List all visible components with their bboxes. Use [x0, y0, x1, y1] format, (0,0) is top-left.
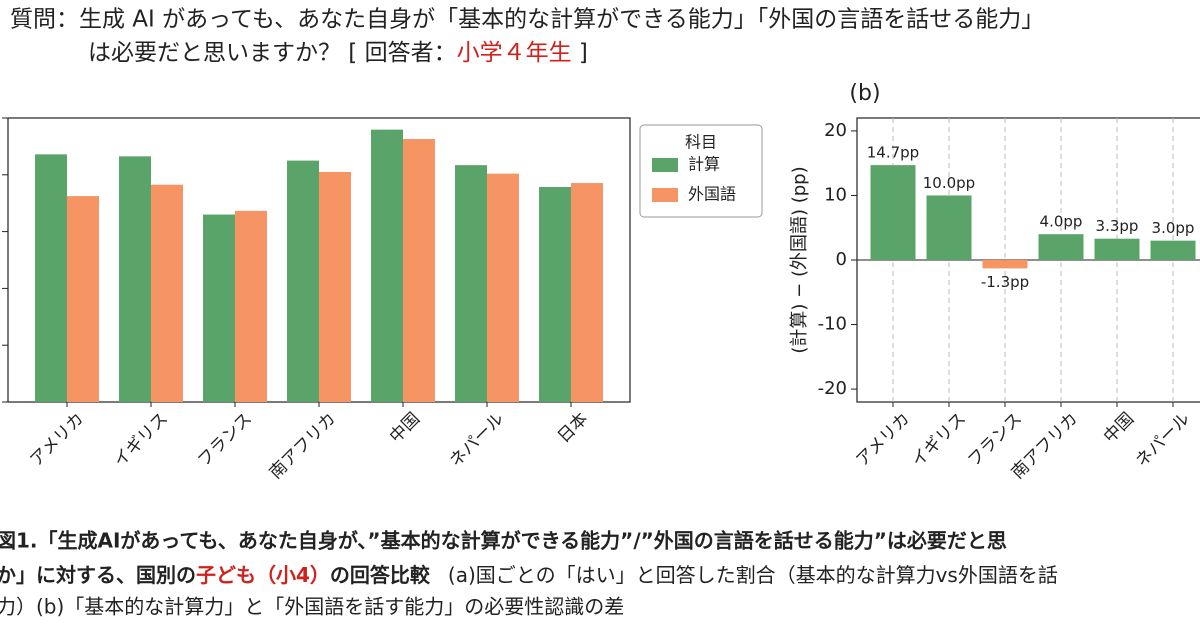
- question: は必要だと思いますか？ [ 回答者：小学４年生 ]: [88, 40, 588, 66]
- x-tick-label: アメリカ: [26, 409, 88, 471]
- y-tick-label: -10: [818, 314, 847, 335]
- question-text: ]: [572, 40, 588, 66]
- y-axis-label: (計算) − (外国語) (pp): [789, 166, 810, 353]
- x-tick-label: 中国: [386, 409, 424, 447]
- y-tick-label: 10: [824, 184, 847, 205]
- y-tick-label: 0: [836, 249, 847, 270]
- question: 質問：生成 AI があっても、あなた自身が「基本的な計算ができる能力」「外国の言…: [10, 7, 1044, 33]
- bar: [287, 160, 319, 402]
- bar: [455, 165, 487, 402]
- bar: [119, 156, 151, 402]
- bar: [403, 139, 435, 403]
- bar: [371, 129, 403, 403]
- data-label: 3.0pp: [1152, 219, 1195, 237]
- x-tick-label: ネパール: [1132, 409, 1194, 471]
- data-label: 4.0pp: [1040, 213, 1083, 231]
- bar: [151, 184, 183, 402]
- caption-text: (a)国ごとの「はい」と回答した割合（基本的な計算力vs外国語を話: [448, 563, 1058, 587]
- chart-title: (b): [849, 81, 880, 106]
- question-text: は必要だと思いますか？ [ 回答者：: [88, 40, 457, 66]
- caption-text: の回答比較: [330, 563, 431, 587]
- bar: [1150, 240, 1196, 260]
- x-tick-label: イギリス: [908, 409, 970, 471]
- bar: [319, 171, 351, 402]
- data-label: 10.0pp: [923, 174, 975, 192]
- legend-label: 外国語: [688, 185, 736, 204]
- bar: [203, 214, 235, 402]
- bar: [235, 210, 267, 402]
- bar: [487, 173, 519, 402]
- legend-label: 計算: [688, 155, 720, 174]
- bar: [35, 154, 67, 402]
- data-label: -1.3pp: [981, 273, 1029, 291]
- y-tick-label: 20: [824, 120, 847, 141]
- legend-title: 科目: [685, 133, 717, 152]
- x-tick-label: 日本: [554, 409, 592, 447]
- bar: [539, 187, 571, 402]
- bar: [1038, 234, 1084, 260]
- x-tick-label: イギリス: [110, 409, 172, 471]
- bar: [1094, 238, 1140, 260]
- x-tick-label: アメリカ: [852, 409, 914, 471]
- bar: [571, 183, 603, 402]
- bar: [982, 260, 1028, 269]
- bar: [870, 165, 916, 260]
- question-highlight: 小学４年生: [457, 40, 572, 66]
- x-tick-label: 南アフリカ: [266, 409, 340, 483]
- x-tick-label: ネパール: [446, 409, 508, 471]
- legend-swatch: [652, 158, 678, 172]
- x-tick-label: 中国: [1100, 409, 1138, 447]
- x-tick-label: フランス: [194, 409, 256, 471]
- y-tick-label: -20: [818, 378, 847, 399]
- data-label: 3.3pp: [1096, 217, 1139, 235]
- legend-swatch: [652, 188, 678, 202]
- caption-text: か」に対する、国別の: [0, 563, 196, 587]
- data-label: 14.7pp: [867, 144, 919, 162]
- caption: か」に対する、国別の子ども（小4）の回答比較 (a)国ごとの「はい」と回答した割合…: [0, 563, 1058, 587]
- bar: [67, 196, 99, 402]
- caption-highlight: 子ども（小4）: [196, 563, 330, 587]
- caption: 力）(b)「基本的な計算力」と「外国語を話す能力」の必要性認識の差: [0, 595, 624, 619]
- bar: [926, 195, 972, 260]
- caption: 図1.「生成AIがあっても、あなた自身が、”基本的な計算ができる能力”/”外国の…: [0, 529, 1007, 553]
